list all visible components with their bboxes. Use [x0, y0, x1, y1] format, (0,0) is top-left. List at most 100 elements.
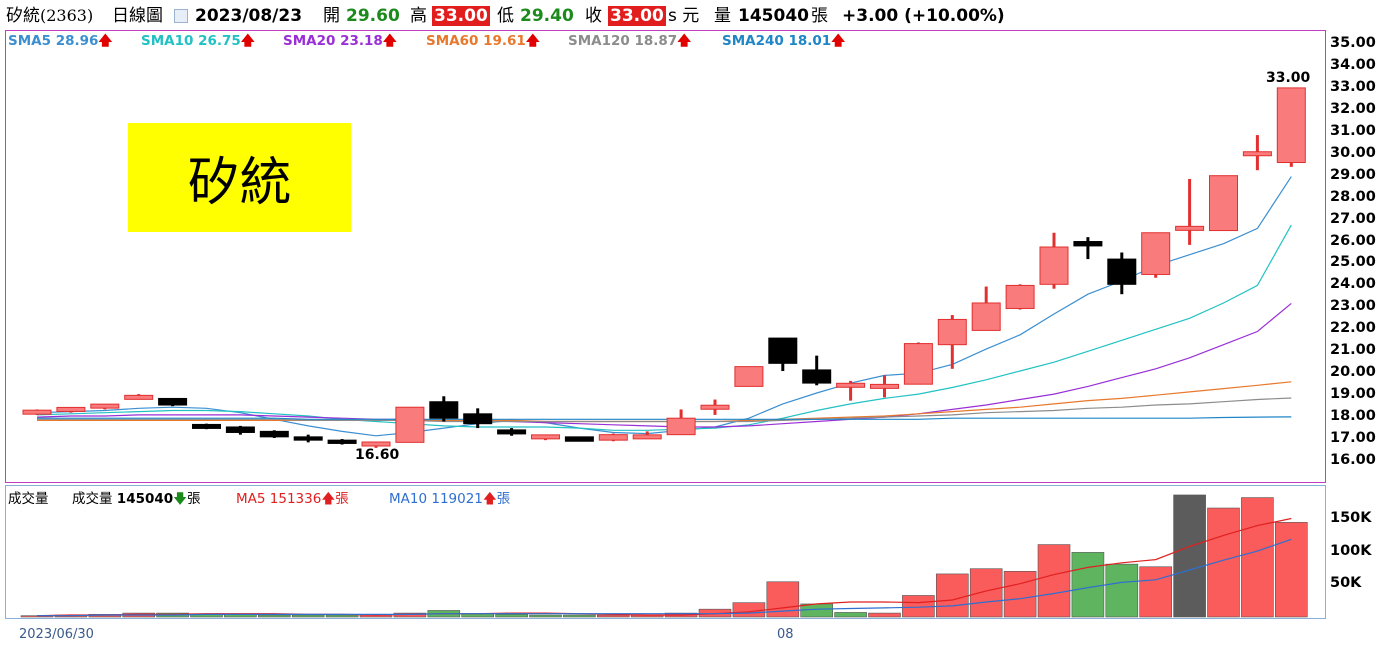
- open-value: 29.60: [346, 6, 400, 26]
- candle-body: [90, 403, 120, 409]
- candle-body: [1209, 175, 1238, 232]
- date-axis: 2023/06/30 08: [5, 620, 1326, 647]
- candle-body: [1141, 232, 1171, 275]
- sma20-legend: SMA20 23.18🡅: [283, 33, 397, 49]
- candle-body: [768, 337, 798, 364]
- sma60-line: [37, 381, 1292, 423]
- period-dropdown-icon[interactable]: [174, 6, 188, 26]
- low-price-annotation: 16.60: [355, 447, 400, 463]
- sma5-line: [36, 176, 1292, 437]
- volume-bar: [1207, 507, 1240, 618]
- candle-body: [327, 439, 357, 444]
- price-tick-label: 26.00: [1330, 232, 1376, 249]
- high-price-annotation: 33.00: [1266, 70, 1311, 86]
- open-label: 開: [323, 6, 340, 26]
- candle-body: [531, 434, 560, 440]
- volume-bar: [1241, 497, 1274, 618]
- candle-body: [22, 409, 52, 415]
- price-tick-label: 23.00: [1330, 298, 1376, 315]
- volume-value: 145040: [738, 6, 809, 26]
- candle-body: [598, 434, 628, 441]
- candle-body: [259, 430, 289, 438]
- price-change: +3.00 (+10.00%): [842, 6, 1005, 26]
- candle-body: [836, 382, 866, 388]
- candle-body: [937, 318, 967, 346]
- volume-bar: [834, 612, 867, 618]
- up-arrow-icon: 🡅: [525, 33, 540, 49]
- low-label: 低: [497, 6, 514, 26]
- candle-body: [158, 397, 188, 406]
- date-label-aug: 08: [777, 627, 794, 642]
- price-tick-label: 25.00: [1330, 254, 1376, 271]
- up-arrow-icon: 🡅: [831, 33, 846, 49]
- price-tick-label: 24.00: [1330, 276, 1376, 293]
- candle-body: [361, 441, 391, 447]
- up-arrow-icon: 🡅: [482, 491, 497, 507]
- price-tick-label: 21.00: [1330, 342, 1376, 359]
- stock-name: 矽統(2363): [6, 6, 93, 26]
- volume-bar: [1139, 566, 1172, 618]
- candle-body: [564, 436, 594, 442]
- price-tick-label: 28.00: [1330, 188, 1376, 205]
- down-arrow-icon: 🡇: [173, 491, 188, 507]
- volume-bar: [1105, 563, 1139, 618]
- price-chart-panel[interactable]: [5, 30, 1326, 483]
- price-tick-label: 29.00: [1330, 166, 1376, 183]
- candle-body: [429, 401, 459, 419]
- candle-body: [1005, 284, 1035, 309]
- candle-body: [700, 404, 730, 410]
- sma240-legend: SMA240 18.01🡅: [722, 33, 846, 49]
- period-label[interactable]: 日線圖: [112, 6, 163, 26]
- candle-body: [802, 369, 832, 384]
- low-value: 29.40: [520, 6, 574, 26]
- volume-bar: [868, 612, 901, 618]
- candle-body: [124, 394, 154, 400]
- price-tick-label: 22.00: [1330, 320, 1376, 337]
- volume-chart-panel[interactable]: [5, 485, 1326, 619]
- volume-tick-label: 50K: [1330, 575, 1362, 592]
- volume-tick-label: 150K: [1330, 510, 1372, 527]
- volume-panel-title: 成交量: [8, 491, 49, 507]
- volume-bar: [800, 603, 834, 618]
- volume-ma10-line: [37, 538, 1292, 617]
- volume-axis: 150K 100K 50K: [1326, 485, 1398, 619]
- up-arrow-icon: 🡅: [382, 33, 397, 49]
- sma10-line: [36, 224, 1292, 431]
- sma120-legend: SMA120 18.87🡅: [568, 33, 692, 49]
- candle-body: [870, 383, 899, 389]
- price-tick-label: 32.00: [1330, 100, 1376, 117]
- volume-bar: [257, 614, 291, 618]
- volume-bar: [1037, 544, 1071, 618]
- sma60-legend: SMA60 19.61🡅: [426, 33, 540, 49]
- volume-bar: [1173, 494, 1206, 618]
- price-tick-label: 16.00: [1330, 452, 1376, 468]
- candle-body: [1107, 258, 1137, 285]
- candle-body: [1242, 151, 1272, 157]
- volume-bar: [291, 614, 325, 618]
- candle-body: [1073, 241, 1103, 247]
- candle-body: [632, 434, 662, 440]
- candle-body: [395, 406, 425, 443]
- price-tick-label: 31.00: [1330, 122, 1376, 139]
- date-label-start: 2023/06/30: [19, 627, 94, 642]
- price-tick-label: 17.00: [1330, 430, 1376, 447]
- up-arrow-icon: 🡅: [321, 491, 336, 507]
- price-tick-label: 34.00: [1330, 56, 1376, 73]
- price-tick-label: 27.00: [1330, 210, 1376, 227]
- ma5-volume-legend: MA5 151336🡅張: [236, 491, 349, 507]
- volume-bar: [325, 614, 359, 618]
- close-value: 33.00: [608, 6, 666, 26]
- volume-bar: [495, 614, 528, 618]
- volume-bar: [1275, 522, 1308, 618]
- up-arrow-icon: 🡅: [677, 33, 692, 49]
- volume-bar: [563, 614, 596, 618]
- volume-label: 量: [714, 6, 731, 26]
- candle-body: [734, 366, 764, 387]
- candle-body: [56, 406, 86, 412]
- close-suffix: s 元: [668, 6, 700, 26]
- price-tick-label: 20.00: [1330, 364, 1376, 381]
- candle-body: [225, 426, 255, 433]
- volume-bar: [1003, 571, 1037, 618]
